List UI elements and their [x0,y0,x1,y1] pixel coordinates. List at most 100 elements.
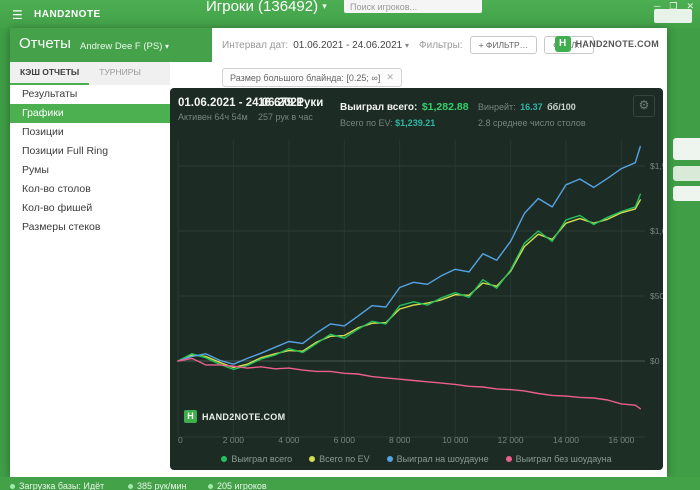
ev-label: Всего по EV: [340,118,393,128]
legend-dot-nonshowdown [505,456,512,462]
reports-title: Отчеты [19,35,71,52]
reports-window: Отчеты Andrew Dee F (PS) ▾ Интервал дат:… [10,28,667,477]
big-blind-filter-chip[interactable]: Размер большого блайнда: [0.25; ∞] ✕ [222,68,402,87]
maximize-button[interactable]: ❐ [669,1,678,11]
account-name: Andrew Dee F (PS) [80,41,163,52]
sidebar-item-graphs[interactable]: Графики [10,104,170,123]
legend-label-total: Выиграл всего [231,454,293,464]
svg-text:4 000: 4 000 [278,435,300,445]
svg-text:$1,500: $1,500 [650,161,663,171]
close-button[interactable]: ✕ [686,1,694,11]
status-dot-icon [128,484,133,489]
sidebar-item-rooms[interactable]: Румы [22,164,49,176]
winrate-label: Винрейт: [478,102,516,112]
hand2note-logo: H HAND2NOTE.COM [554,36,659,52]
legend-item-total[interactable]: Выиграл всего [221,454,292,464]
chart-legend: Выиграл всего Всего по EV Выиграл на шоу… [170,454,663,464]
report-hands-block: 16 679 Руки 257 рук в час [258,97,323,122]
sidebar-item-chip-count[interactable]: Кол-во фишей [22,202,93,214]
tab-cash-reports[interactable]: КЭШ ОТЧЕТЫ [10,62,90,85]
sidebar-item-stack-sizes[interactable]: Размеры стеков [22,221,101,233]
svg-text:14 000: 14 000 [553,435,579,445]
hand2note-watermark-icon: H [184,410,197,423]
report-tabs: КЭШ ОТЧЕТЫ ТУРНИРЫ [10,62,170,85]
avg-tables: 2.8 среднее число столов [478,118,586,128]
status-item: 385 рук/мин [128,481,187,490]
interval-label: Интервал дат: [222,39,289,51]
svg-text:6 000: 6 000 [334,435,356,445]
remove-filter-icon[interactable]: ✕ [386,72,394,82]
report-date-block: 01.06.2021 - 24.06.2021 Активен 64ч 54м [178,97,303,122]
svg-text:12 000: 12 000 [498,435,524,445]
winnings-chart: 0 2 000 4 000 6 000 8 000 10 000 12 000 14 000 1… [177,140,663,445]
hand2note-watermark-text: HAND2NOTE.COM [202,411,286,422]
interval-value: 01.06.2021 - 24.06.2021 [293,39,403,51]
report-hands-per-hour: 257 рук в час [258,112,313,122]
filters-label: Фильтры: [419,39,463,51]
svg-text:$500: $500 [650,291,663,301]
gear-icon[interactable]: ⚙ [633,95,655,117]
status-dot-icon [10,484,15,489]
reports-sidebar: Результаты Графики Позиции Позиции Full … [10,85,170,477]
players-dropdown[interactable]: Игроки (136492) ▾ [206,0,327,15]
legend-item-showdown[interactable]: Выиграл на шоудауне [386,454,489,464]
legend-label-ev: Всего по EV [319,454,370,464]
chevron-down-icon: ▾ [404,40,409,50]
report-winrate-block: Винрейт: 16.37 бб/100 2.8 среднее число … [478,97,586,128]
status-dot-icon [208,484,213,489]
report-active-time: Активен 64ч 54м [178,112,248,122]
reports-toolbar: Интервал дат: 01.06.2021 - 24.06.2021 ▾ … [212,28,667,62]
chevron-down-icon: ▾ [165,42,170,51]
interval-dropdown[interactable]: 01.06.2021 - 24.06.2021 ▾ [293,40,409,51]
tab-tournaments[interactable]: ТУРНИРЫ [99,67,141,77]
reports-header: Отчеты Andrew Dee F (PS) ▾ [10,28,212,62]
background-fragment [673,166,700,181]
svg-text:$1,000: $1,000 [650,226,663,236]
background-fragment [673,138,700,160]
sidebar-item-table-count[interactable]: Кол-во столов [22,183,91,195]
hand2note-logo-icon: H [554,36,571,52]
legend-item-ev[interactable]: Всего по EV [309,454,370,464]
account-dropdown[interactable]: Andrew Dee F (PS) ▾ [80,41,169,52]
hand2note-logo-text: HAND2NOTE.COM [575,39,659,49]
legend-dot-showdown [386,456,393,462]
topbar-button-fragment [654,9,692,23]
legend-dot-total [221,456,228,462]
ev-value: $1,239.21 [395,118,436,128]
legend-item-nonshowdown[interactable]: Выиграл без шоудауна [505,454,612,464]
status-bar: Загрузка базы: Идёт 385 рук/мин 205 игро… [0,477,700,490]
chart-watermark: H HAND2NOTE.COM [184,410,285,423]
top-bar: ☰ HAND2NOTE Игроки (136492) ▾ ─ ❐ ✕ [0,0,700,28]
svg-text:10 000: 10 000 [442,435,468,445]
legend-dot-ev [309,456,316,462]
players-dropdown-label: Игроки (136492) [206,0,319,15]
status-item: Загрузка базы: Идёт [10,481,104,490]
sidebar-item-results[interactable]: Результаты [22,88,78,100]
graph-panel: 01.06.2021 - 24.06.2021 Активен 64ч 54м … [170,88,663,470]
hamburger-menu-icon[interactable]: ☰ [12,8,23,22]
sidebar-item-positions[interactable]: Позиции [22,126,64,138]
svg-text:8 000: 8 000 [389,435,411,445]
minimize-button[interactable]: ─ [653,1,661,11]
won-label: Выиграл всего: [340,102,418,113]
legend-label-nonshowdown: Выиграл без шоудауна [515,454,612,464]
background-window-strip [667,28,700,477]
add-filter-button[interactable]: + ФИЛЬТР… [469,36,538,54]
svg-text:16 000: 16 000 [608,435,634,445]
brand-label: HAND2NOTE [34,9,101,20]
sidebar-item-positions-full-ring[interactable]: Позиции Full Ring [22,145,109,157]
winrate-value: 16.37 [520,102,543,112]
svg-text:$0: $0 [650,356,660,366]
report-date-range: 01.06.2021 - 24.06.2021 [178,97,304,109]
legend-label-showdown: Выиграл на шоудауне [396,454,489,464]
winrate-unit: бб/100 [547,102,576,112]
background-fragment [673,186,700,201]
svg-text:0: 0 [178,435,183,445]
window-controls: ─ ❐ ✕ [645,1,694,12]
svg-text:2 000: 2 000 [223,435,245,445]
big-blind-filter-label: Размер большого блайнда: [0.25; ∞] [230,72,381,83]
search-input[interactable] [344,0,482,13]
report-hands: 16 679 Руки [258,97,324,109]
report-winnings-block: Выиграл всего: $1,282.88 Всего по EV: $1… [340,97,469,128]
